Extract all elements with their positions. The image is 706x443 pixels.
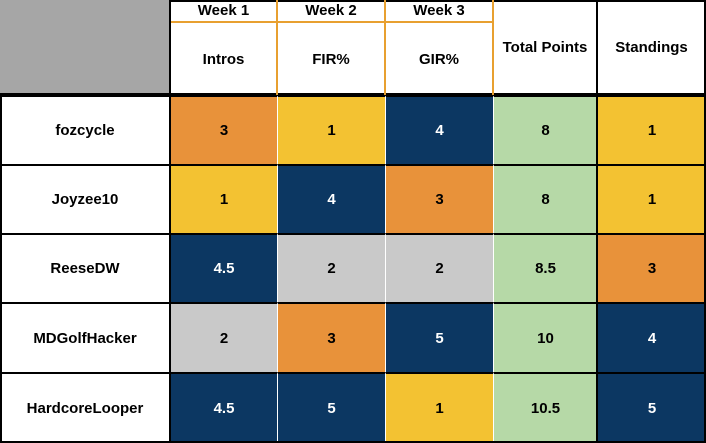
score-cell: 8.5 bbox=[493, 233, 597, 302]
column-divider bbox=[492, 0, 494, 95]
standings-divider bbox=[596, 0, 598, 443]
player-name: fozcycle bbox=[0, 95, 170, 164]
corner bbox=[0, 0, 170, 95]
player-name: HardcoreLooper bbox=[0, 372, 170, 443]
total-header: Total Points bbox=[502, 39, 588, 56]
column-label: Intros bbox=[202, 50, 245, 68]
right-edge bbox=[704, 0, 706, 443]
score-cell: 4 bbox=[277, 164, 385, 233]
column-divider bbox=[384, 0, 386, 95]
score-cell: 1 bbox=[385, 372, 493, 443]
score-cell: 10.5 bbox=[493, 372, 597, 443]
standings-header: Standings bbox=[615, 39, 688, 56]
score-cell: 3 bbox=[597, 233, 706, 302]
score-cell: 5 bbox=[277, 372, 385, 443]
score-cell: 8 bbox=[493, 95, 597, 164]
score-cell: 2 bbox=[385, 233, 493, 302]
score-cell: 1 bbox=[597, 95, 706, 164]
score-cell: 5 bbox=[597, 372, 706, 443]
score-cell: 1 bbox=[277, 95, 385, 164]
column-label: FIR% bbox=[312, 50, 350, 68]
header-rule bbox=[170, 0, 706, 2]
column-label: GIR% bbox=[418, 50, 459, 68]
score-cell: 2 bbox=[277, 233, 385, 302]
week-label: Week 1 bbox=[170, 0, 277, 23]
week-label: Week 3 bbox=[385, 0, 493, 23]
score-cell: 3 bbox=[170, 95, 277, 164]
score-cell: 4 bbox=[385, 95, 493, 164]
week-label: Week 2 bbox=[277, 0, 385, 23]
score-cell: 2 bbox=[170, 302, 277, 372]
score-cell: 10 bbox=[493, 302, 597, 372]
score-cell: 1 bbox=[597, 164, 706, 233]
score-cell: 1 bbox=[170, 164, 277, 233]
header-bottom-rule bbox=[0, 93, 706, 96]
score-cell: 8 bbox=[493, 164, 597, 233]
left-edge bbox=[0, 95, 2, 443]
column-divider bbox=[276, 0, 278, 95]
score-cell: 3 bbox=[385, 164, 493, 233]
score-cell: 5 bbox=[385, 302, 493, 372]
score-cell: 4.5 bbox=[170, 233, 277, 302]
player-name: MDGolfHacker bbox=[0, 302, 170, 372]
score-cell: 4.5 bbox=[170, 372, 277, 443]
player-name: Joyzee10 bbox=[0, 164, 170, 233]
table-bottom-rule bbox=[0, 441, 706, 443]
score-cell: 3 bbox=[277, 302, 385, 372]
score-cell: 4 bbox=[597, 302, 706, 372]
player-name: ReeseDW bbox=[0, 233, 170, 302]
name-divider bbox=[169, 0, 171, 443]
